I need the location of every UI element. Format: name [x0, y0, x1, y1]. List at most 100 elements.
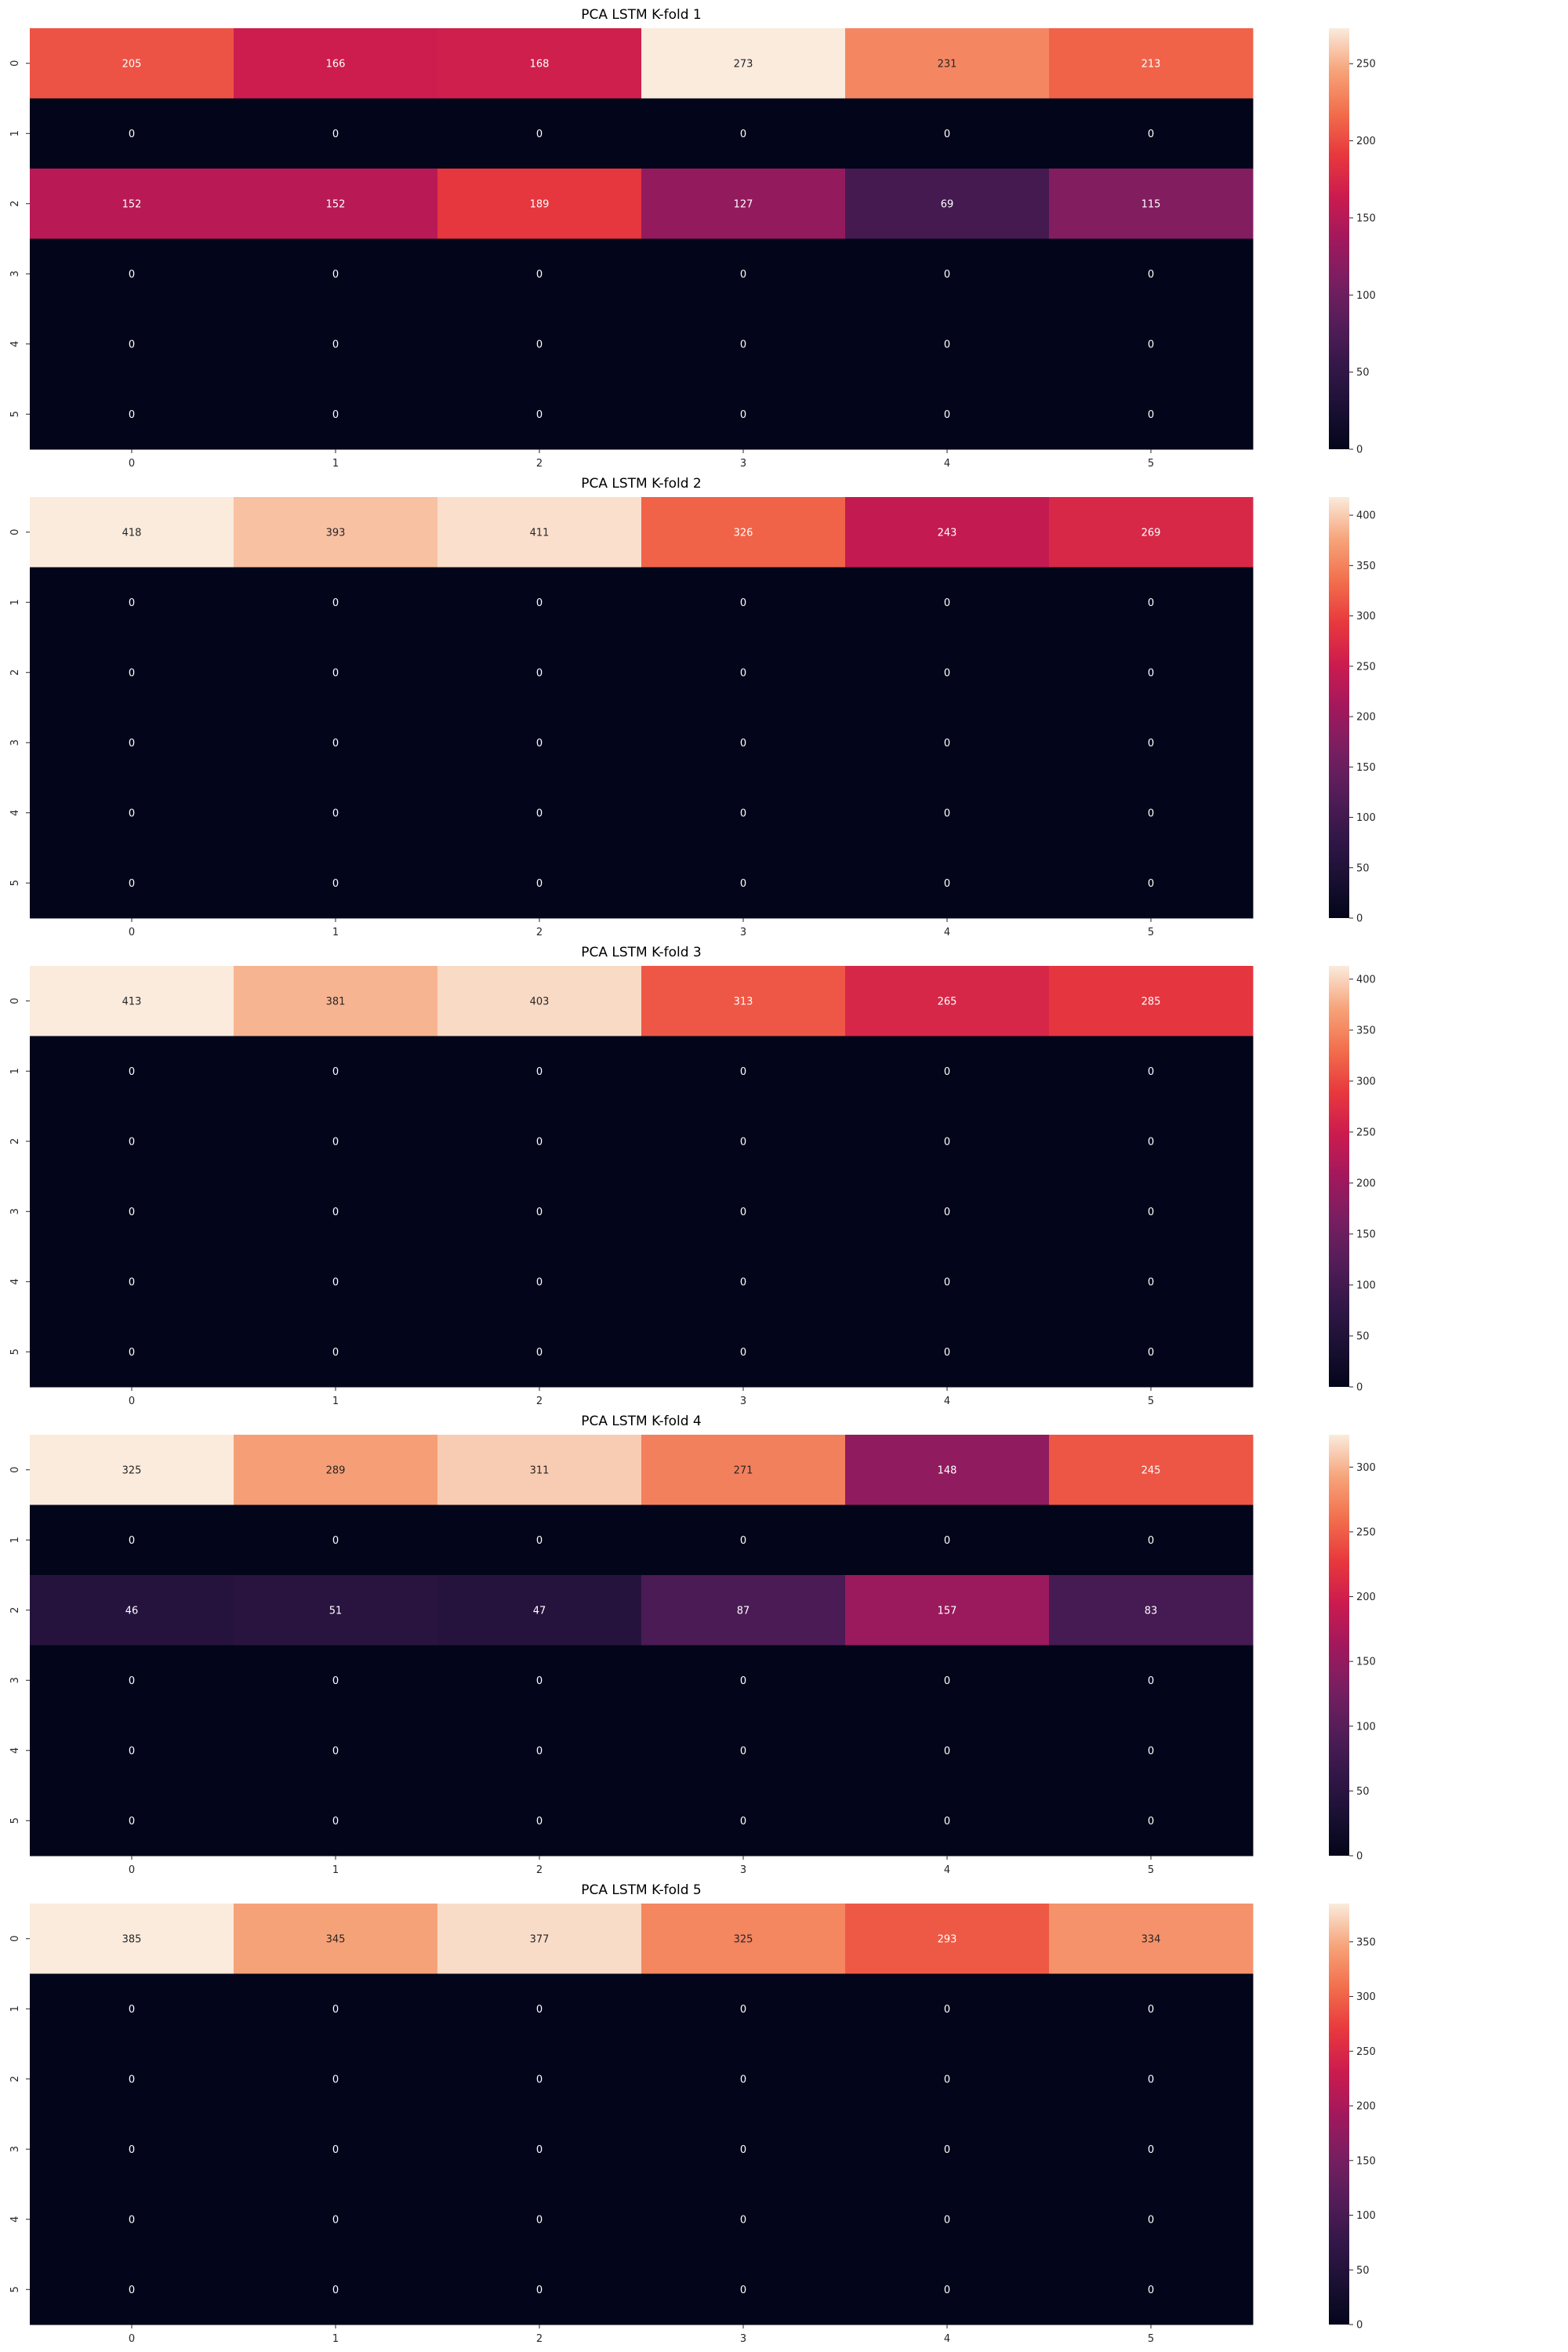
cell-value-label: 265 [938, 996, 957, 1007]
heatmap-cell [845, 1176, 1050, 1247]
cell-value-label: 0 [944, 738, 950, 750]
cell-value-label: 0 [536, 2074, 543, 2085]
heatmap-cell [641, 379, 846, 450]
cell-value-label: 213 [1142, 58, 1161, 70]
colorbar-tick-label: 100 [1356, 1721, 1376, 1733]
heatmap-cell [641, 2114, 846, 2185]
heatmap-cell [1049, 1036, 1254, 1107]
cell-value-label: 418 [122, 527, 142, 539]
heatmap-cell [234, 238, 438, 310]
heatmap-cell [1049, 1973, 1254, 2045]
heatmap-cell [641, 238, 846, 310]
heatmap-cell [437, 238, 642, 310]
cell-value-label: 0 [944, 1136, 950, 1148]
heatmap-cell [641, 309, 846, 379]
heatmap-cell [641, 1973, 846, 2045]
cell-value-label: 0 [332, 129, 339, 140]
cell-value-label: 0 [536, 269, 543, 281]
y-tick-label: 2 [9, 201, 21, 207]
heatmap-cell [30, 567, 234, 638]
x-tick-label: 3 [740, 1396, 746, 1407]
cell-value-label: 0 [740, 1675, 746, 1687]
cell-value-label: 0 [332, 269, 339, 281]
cell-value-label: 0 [740, 1745, 746, 1757]
cell-value-label: 293 [938, 1933, 957, 1945]
heatmap-cell [30, 1645, 234, 1716]
heatmap-cell [30, 2114, 234, 2185]
colorbar-tick-label: 400 [1356, 974, 1376, 985]
heatmap-cell [30, 1973, 234, 2045]
heatmap-cell [30, 707, 234, 779]
colorbar-tick-label: 0 [1356, 1382, 1363, 1394]
heatmap-cell [641, 28, 846, 99]
y-tick-label: 0 [9, 1467, 21, 1473]
cell-value-label: 271 [734, 1465, 753, 1476]
cell-value-label: 0 [536, 1816, 543, 1828]
heatmap-cell [1049, 2044, 1254, 2114]
cell-value-label: 0 [740, 1066, 746, 1078]
heatmap-cell [437, 1645, 642, 1716]
x-tick-label: 2 [536, 2333, 543, 2345]
heatmap-cell [845, 1973, 1050, 2045]
cell-value-label: 0 [129, 1816, 135, 1828]
heatmap-cell [437, 637, 642, 708]
heatmap-cell [30, 1904, 234, 1974]
heatmap-cell [437, 1316, 642, 1388]
x-tick-label: 0 [129, 458, 135, 470]
heatmap-cell [30, 2044, 234, 2114]
heatmap-cell [30, 98, 234, 169]
heatmap-cell [437, 1247, 642, 1317]
cell-value-label: 69 [941, 198, 954, 210]
x-tick-label: 1 [332, 1396, 339, 1407]
cell-value-label: 0 [332, 878, 339, 890]
heatmap-cell [1049, 169, 1254, 239]
cell-value-label: 0 [129, 597, 135, 609]
y-tick-label: 1 [9, 1537, 21, 1543]
cell-value-label: 0 [944, 409, 950, 421]
colorbar-tick-label: 0 [1356, 1851, 1363, 1863]
colorbar-tick-label: 50 [1356, 367, 1370, 379]
cell-value-label: 0 [740, 2285, 746, 2296]
heatmap-cell [30, 637, 234, 708]
cell-value-label: 0 [944, 1675, 950, 1687]
cell-value-label: 0 [332, 1207, 339, 1218]
y-tick-label: 2 [9, 670, 21, 676]
heatmap-cell [1049, 1504, 1254, 1576]
cell-value-label: 0 [1148, 269, 1154, 281]
heatmap-cell [234, 309, 438, 379]
heatmap-cell [30, 966, 234, 1036]
cell-value-label: 166 [326, 58, 346, 70]
cell-value-label: 0 [740, 1347, 746, 1359]
cell-value-label: 0 [740, 2074, 746, 2085]
cell-value-label: 0 [536, 2214, 543, 2226]
heatmap-cell [1049, 778, 1254, 848]
heatmap-cell [30, 379, 234, 450]
cell-value-label: 0 [1148, 1347, 1154, 1359]
cell-value-label: 0 [332, 1535, 339, 1547]
heatmap-cell [845, 1715, 1050, 1786]
heatmap-cell [30, 1316, 234, 1388]
cell-value-label: 0 [129, 667, 135, 679]
cell-value-label: 0 [944, 1207, 950, 1218]
chart-title: PCA LSTM K-fold 1 [581, 7, 702, 23]
cell-value-label: 0 [1148, 2004, 1154, 2016]
heatmap-cell [845, 778, 1050, 848]
cell-value-label: 411 [530, 527, 550, 539]
heatmap-cell [437, 497, 642, 568]
heatmap-cell [1049, 1106, 1254, 1177]
cell-value-label: 0 [129, 1136, 135, 1148]
x-tick-label: 4 [944, 1396, 950, 1407]
cell-value-label: 0 [129, 339, 135, 350]
y-tick-label: 3 [9, 739, 21, 746]
heatmap-cell [1049, 848, 1254, 919]
cell-value-label: 0 [536, 1066, 543, 1078]
cell-value-label: 381 [326, 996, 346, 1007]
cell-value-label: 0 [129, 738, 135, 750]
heatmap-cell [845, 2184, 1050, 2255]
cell-value-label: 273 [734, 58, 753, 70]
heatmap-cell [30, 309, 234, 379]
x-tick-label: 1 [332, 458, 339, 470]
cell-value-label: 0 [740, 2004, 746, 2016]
cell-value-label: 0 [536, 1136, 543, 1148]
y-tick-label: 1 [9, 2005, 21, 2012]
